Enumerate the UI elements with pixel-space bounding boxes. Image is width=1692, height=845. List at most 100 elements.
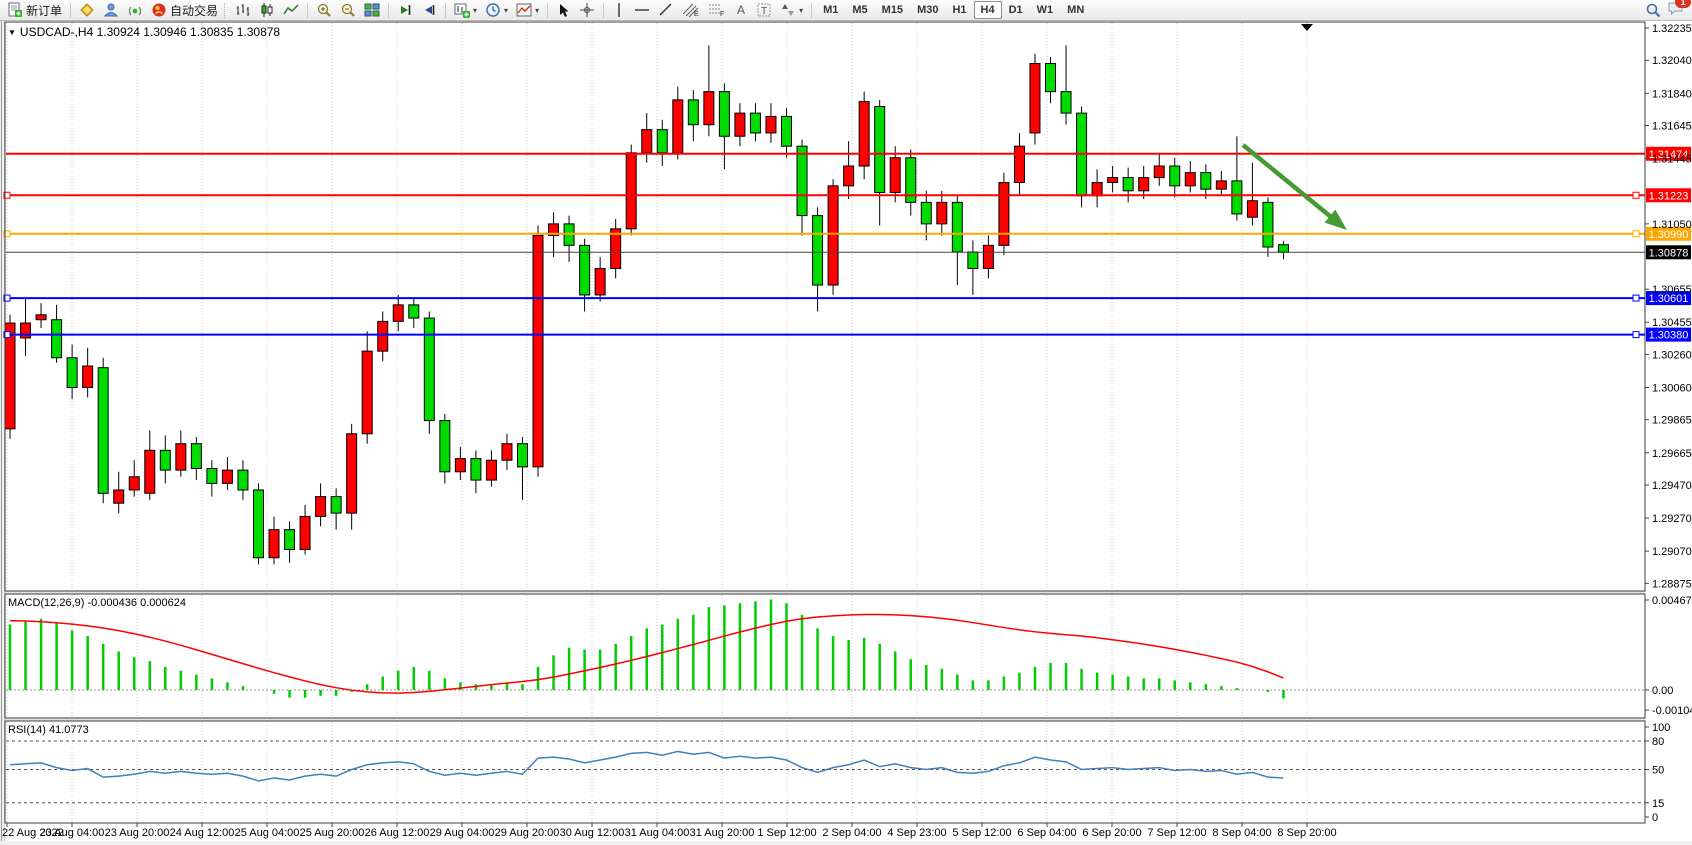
tab-timeframe-h1[interactable]: H1 — [952, 4, 967, 16]
tab-timeframe-m30[interactable]: M30 — [917, 4, 939, 16]
candle — [284, 529, 296, 550]
line-chart-button[interactable] — [279, 0, 303, 20]
price-label-text: 1.30990 — [1649, 229, 1689, 241]
fibonacci-tool-button[interactable]: F — [704, 0, 730, 20]
tab-timeframe-m1[interactable]: M1 — [823, 4, 839, 16]
candle — [951, 201, 963, 253]
candle — [392, 304, 404, 322]
profile-button[interactable] — [99, 0, 123, 20]
price-pane[interactable] — [5, 22, 1645, 591]
crosshair-tool-button[interactable] — [575, 0, 599, 20]
crosshair-icon — [580, 3, 595, 17]
candle — [982, 244, 994, 269]
trend-arrow-head[interactable] — [1324, 209, 1347, 230]
candle — [796, 145, 808, 217]
tab-timeframe-m5[interactable]: M5 — [852, 4, 868, 16]
candle — [920, 201, 932, 225]
auto-scroll-button[interactable] — [393, 0, 417, 20]
tab-timeframe-mn[interactable]: MN — [1067, 4, 1085, 16]
candle — [4, 322, 16, 430]
chart-shift-marker-icon[interactable] — [1301, 24, 1313, 31]
time-axis-label: 30 Aug 12:00 — [560, 827, 625, 839]
pane-splitter[interactable] — [5, 591, 1645, 594]
candle — [1231, 180, 1243, 215]
line-handle[interactable] — [1632, 331, 1640, 339]
chevron-down-icon: ▾ — [799, 5, 804, 15]
price-axis-label: 1.29665 — [1652, 448, 1692, 460]
collapse-triangle-icon[interactable]: ▼ — [8, 28, 16, 37]
candle — [1091, 182, 1103, 197]
candlestick-chart-button[interactable] — [255, 0, 279, 20]
vertical-line-icon — [618, 3, 620, 17]
candle — [812, 215, 824, 286]
gold-ingot-button[interactable] — [75, 0, 99, 20]
new-chart-dropdown[interactable]: ▾ — [450, 0, 481, 20]
rsi-axis-label: 100 — [1652, 722, 1670, 734]
line-handle[interactable] — [3, 191, 11, 199]
auto-scroll-icon — [401, 5, 411, 15]
tab-timeframe-h4[interactable]: H4 — [973, 1, 1002, 19]
main-toolbar: 新订单 自动交易 — [0, 0, 1692, 21]
text-tool-button[interactable]: A — [730, 0, 752, 20]
candle — [423, 317, 435, 422]
candle — [625, 152, 637, 230]
symbol-ohlc-text: USDCAD-,H4 1.30924 1.30946 1.30835 1.308… — [19, 25, 281, 39]
time-axis-label: 25 Aug 04:00 — [235, 827, 300, 839]
cursor-tool-button[interactable] — [552, 0, 575, 20]
line-handle[interactable] — [3, 230, 11, 238]
line-handle[interactable] — [1632, 294, 1640, 302]
new-order-button[interactable]: 新订单 — [3, 0, 66, 20]
price-axis-label: 1.31645 — [1652, 121, 1692, 133]
search-icon[interactable] — [1645, 2, 1661, 18]
line-handle[interactable] — [3, 331, 11, 339]
gold-ingot-icon — [80, 3, 94, 17]
line-handle[interactable] — [1632, 191, 1640, 199]
label-tool-button[interactable]: T — [752, 0, 776, 20]
pane-border — [4, 720, 1646, 824]
time-axis-label: 26 Aug 12:00 — [365, 827, 430, 839]
channel-tool-button[interactable]: E — [678, 0, 704, 20]
candle — [315, 496, 327, 517]
candle — [610, 228, 622, 269]
candle — [501, 443, 513, 461]
line-handle[interactable] — [3, 294, 11, 302]
candle — [1122, 177, 1134, 192]
macd-pane[interactable] — [5, 594, 1645, 718]
tab-timeframe-d1[interactable]: D1 — [1008, 4, 1023, 16]
trendline-tool-button[interactable] — [654, 0, 678, 20]
arrow-objects-icon — [782, 4, 795, 16]
candle — [144, 449, 156, 494]
period-dropdown[interactable]: ▾ — [481, 0, 512, 20]
vline-tool-button[interactable] — [608, 0, 630, 20]
tab-timeframe-w1[interactable]: W1 — [1036, 4, 1054, 16]
indicators-dropdown[interactable]: ▾ — [512, 0, 543, 20]
pane-splitter[interactable] — [5, 718, 1645, 721]
notifications-button[interactable]: 1 — [1667, 0, 1691, 21]
candle — [843, 165, 855, 187]
price-axis-label: 1.31050 — [1652, 219, 1692, 231]
signal-button[interactable] — [123, 0, 147, 20]
bid-price-label-text: 1.30878 — [1649, 247, 1689, 259]
price-axis-label: 1.30655 — [1652, 284, 1692, 296]
candle — [361, 350, 373, 435]
time-axis-label: 22 Aug 2022 — [2, 827, 64, 839]
arrows-tool-dropdown[interactable]: ▾ — [776, 0, 807, 20]
zoom-out-button[interactable] — [336, 0, 360, 20]
autotrade-label: 自动交易 — [170, 3, 219, 18]
chevron-down-icon: ▾ — [535, 5, 540, 15]
rsi-pane[interactable] — [5, 721, 1645, 823]
autotrade-button[interactable]: 自动交易 — [147, 0, 222, 20]
price-axis-label: 1.29270 — [1652, 513, 1692, 525]
bar-chart-button[interactable] — [231, 0, 255, 20]
autotrade-icon — [152, 3, 166, 17]
candle — [858, 101, 870, 167]
tab-timeframe-m15[interactable]: M15 — [881, 4, 904, 16]
candle — [113, 489, 125, 504]
tile-windows-button[interactable] — [360, 0, 384, 20]
trend-arrow-line[interactable] — [1241, 143, 1335, 221]
hline-tool-button[interactable] — [630, 0, 654, 20]
line-handle[interactable] — [1632, 230, 1640, 238]
chart-shift-button[interactable] — [417, 0, 441, 20]
zoom-in-button[interactable] — [312, 0, 336, 20]
